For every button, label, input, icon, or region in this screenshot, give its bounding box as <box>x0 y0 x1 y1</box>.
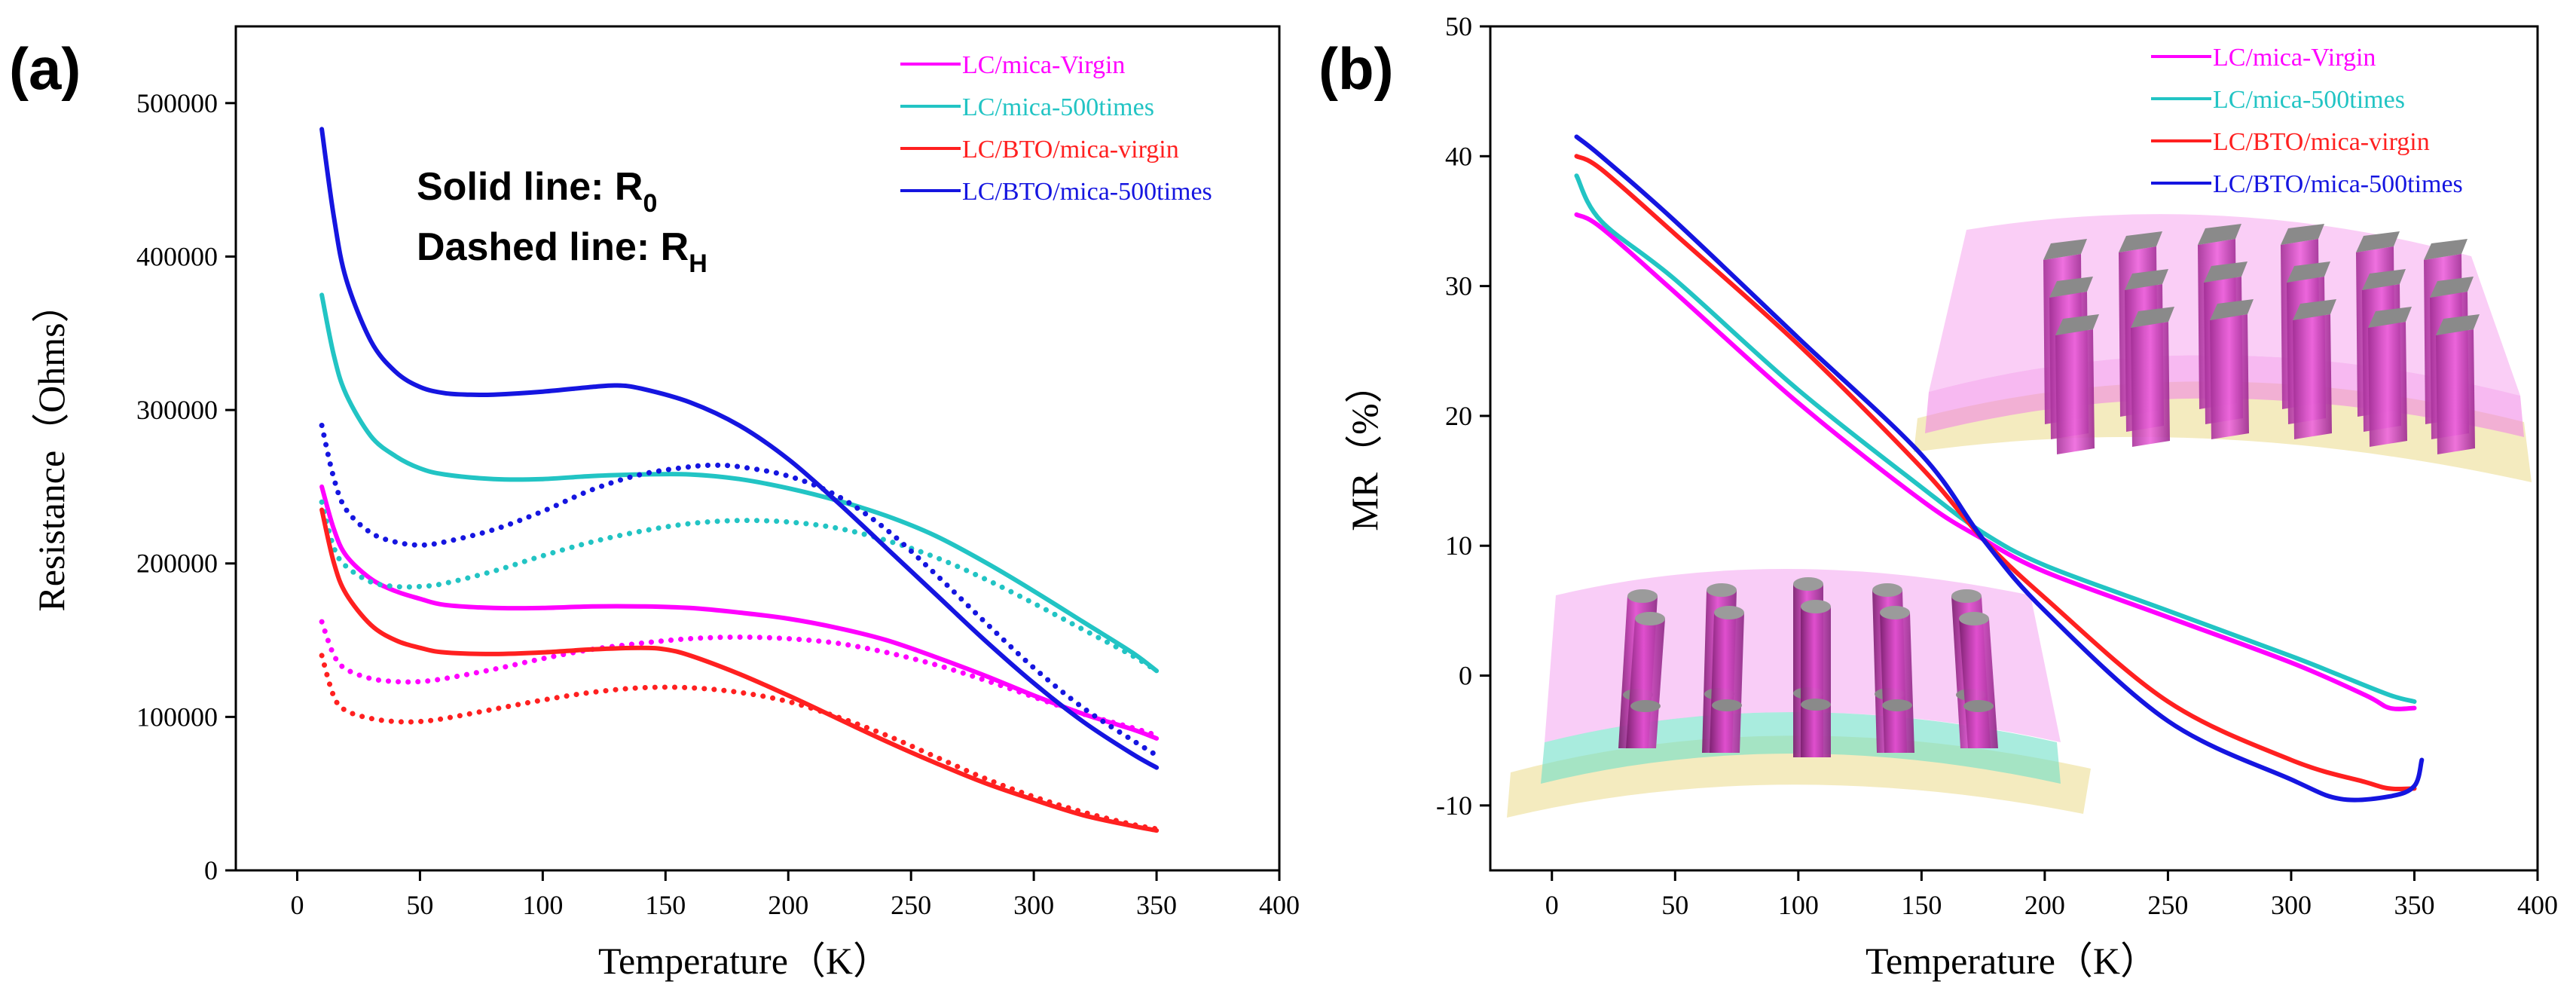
series-line-lc-mica-virgin-r0 <box>319 484 1160 741</box>
series-line-lc-bto-mica-500times <box>1574 134 2425 803</box>
series-line-lc-bto-mica-500times-rh <box>319 423 1160 758</box>
x-tick-label: 100 <box>1778 890 1819 920</box>
y-tick-label: 500000 <box>136 88 218 118</box>
y-tick-label: -10 <box>1436 790 1472 821</box>
cylinder-column-shape <box>1710 606 1744 753</box>
y-tick-label: 100000 <box>136 702 218 732</box>
x-tick-label: 300 <box>1013 890 1054 920</box>
x-tick-label: 50 <box>406 890 433 920</box>
annotation-solid-line: Solid line: R0 <box>417 165 657 218</box>
x-tick-label: 350 <box>1136 890 1177 920</box>
prism-column-shape <box>2436 314 2480 454</box>
panel-a-legend: LC/mica-Virgin LC/mica-500times LC/BTO/mic… <box>900 51 1212 206</box>
legend-label: LC/BTO/mica-virgin <box>962 136 1179 164</box>
legend-label: LC/BTO/mica-500times <box>962 178 1212 206</box>
panel-b-legend: LC/mica-Virgin LC/mica-500times LC/BTO/mic… <box>2151 44 2463 198</box>
panel-a-annotation: Solid line: R0 Dashed line: RH <box>417 165 707 278</box>
y-tick-label: 50 <box>1445 11 1472 41</box>
annotation-dashed-subscript: H <box>689 249 707 278</box>
x-tick-label: 200 <box>768 890 808 920</box>
cylinder-column-shape <box>1959 612 1998 748</box>
panel-b-series <box>1574 134 2425 803</box>
panel-a-resistance: (a) 0 50 100 150 200 250 300 350 400 0 100000 20000… <box>9 25 1300 982</box>
panel-b-mr: (b) 0 50 100 150 200 250 300 350 400 -10 0 10 20 30 40… <box>1319 11 2558 982</box>
legend-label: LC/mica-500times <box>962 93 1154 121</box>
legend-label: LC/mica-Virgin <box>962 51 1125 79</box>
x-tick-label: 250 <box>2147 890 2188 920</box>
legend-label: LC/mica-Virgin <box>2213 44 2376 72</box>
panel-a-axes: 0 50 100 150 200 250 300 350 400 0 100000 200000 300… <box>136 88 1300 920</box>
series-line-lc-mica-500times-rh <box>319 499 1160 674</box>
annotation-dashed-text: Dashed line: R <box>417 225 689 269</box>
panel-b-axes: 0 50 100 150 200 250 300 350 400 -10 0 10 20 30 40 50 <box>1436 11 2558 920</box>
series-line-lc-mica-500times-r0 <box>319 292 1160 674</box>
y-tick-label: 400000 <box>136 241 218 271</box>
series-line-lc-bto-mica-500times-r0 <box>319 127 1160 770</box>
y-tick-label: 0 <box>1459 661 1472 691</box>
panel-a-plot-frame <box>234 25 1281 872</box>
panel-a-x-axis-label: Temperature（K） <box>598 940 891 982</box>
panel-b-y-axis-label: MR（%） <box>1343 365 1386 531</box>
x-tick-label: 0 <box>290 890 304 920</box>
series-line-lc-bto-mica-virgin-rh <box>319 653 1160 832</box>
prism-column-shape <box>2293 299 2336 439</box>
prism-column-shape <box>2368 307 2412 447</box>
inset-prism-array-illustration <box>1914 214 2532 482</box>
x-tick-label: 400 <box>1259 890 1300 920</box>
x-tick-label: 0 <box>1545 890 1559 920</box>
legend-label: LC/mica-500times <box>2213 86 2405 114</box>
prism-column-shape <box>2210 299 2254 439</box>
cylinder-column-shape <box>1880 606 1914 753</box>
x-tick-label: 100 <box>522 890 563 920</box>
series-line-lc-mica-virgin-rh <box>319 619 1160 738</box>
legend-label: LC/BTO/mica-500times <box>2213 170 2463 198</box>
series-line-lc-bto-mica-virgin-r0 <box>319 507 1160 833</box>
panel-b-x-axis-label: Temperature（K） <box>1866 940 2158 982</box>
panel-b-plot-frame <box>1489 25 2539 872</box>
y-tick-label: 10 <box>1445 531 1472 561</box>
x-tick-label: 300 <box>2271 890 2312 920</box>
panel-a-y-axis-label: Resistance（Ohms） <box>30 285 72 611</box>
panel-a-label: (a) <box>9 35 81 102</box>
panel-b-label: (b) <box>1319 35 1394 102</box>
y-tick-label: 300000 <box>136 395 218 425</box>
y-tick-label: 30 <box>1445 271 1472 301</box>
cylinder-column-shape <box>1626 612 1665 748</box>
y-tick-label: 20 <box>1445 401 1472 431</box>
prism-column-shape <box>2055 314 2099 454</box>
y-tick-label: 200000 <box>136 549 218 579</box>
annotation-solid-subscript: 0 <box>643 189 657 218</box>
x-tick-label: 150 <box>1901 890 1942 920</box>
series-line-lc-mica-virgin <box>1574 212 2417 711</box>
x-tick-label: 200 <box>2024 890 2065 920</box>
series-line-lc-mica-500times <box>1574 173 2417 704</box>
prism-column-shape <box>2131 307 2174 447</box>
legend-label: LC/BTO/mica-virgin <box>2213 128 2430 156</box>
panel-a-series <box>319 127 1160 833</box>
x-tick-label: 50 <box>1661 890 1688 920</box>
inset-cylinder-array-illustration <box>1507 569 2091 818</box>
y-tick-label: 0 <box>204 855 218 885</box>
y-tick-label: 40 <box>1445 141 1472 171</box>
annotation-solid-text: Solid line: R <box>417 165 643 209</box>
cylinder-column-shape <box>1801 600 1831 757</box>
x-tick-label: 250 <box>891 890 931 920</box>
annotation-dashed-line: Dashed line: RH <box>417 225 707 278</box>
x-tick-label: 150 <box>645 890 686 920</box>
x-tick-label: 400 <box>2517 890 2558 920</box>
x-tick-label: 350 <box>2394 890 2434 920</box>
